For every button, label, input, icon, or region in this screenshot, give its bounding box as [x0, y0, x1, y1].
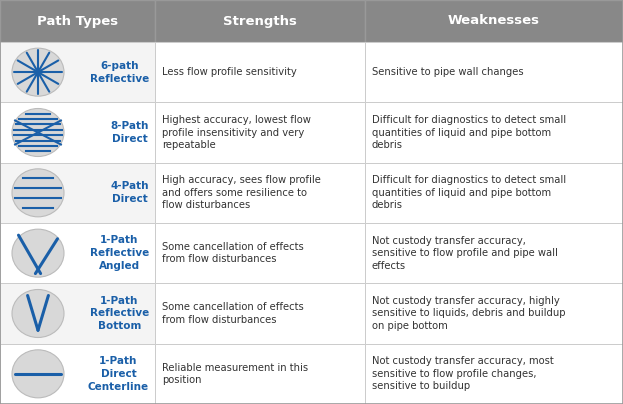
Bar [0, 344, 155, 404]
Text: Difficult for diagnostics to detect small
quantities of liquid and pipe bottom
d: Difficult for diagnostics to detect smal… [372, 175, 566, 210]
Bar [155, 102, 365, 163]
Text: Some cancellation of effects
from flow disturbances: Some cancellation of effects from flow d… [162, 242, 304, 264]
Text: Not custody transfer accuracy, most
sensitive to flow profile changes,
sensitive: Not custody transfer accuracy, most sens… [372, 356, 554, 391]
Text: Reliable measurement in this
position: Reliable measurement in this position [162, 363, 308, 385]
Ellipse shape [12, 290, 64, 337]
Text: Highest accuracy, lowest flow
profile insensitivity and very
repeatable: Highest accuracy, lowest flow profile in… [162, 115, 311, 150]
Text: Strengths: Strengths [223, 15, 297, 27]
Bar [155, 0, 365, 42]
Bar [155, 223, 365, 283]
Bar [0, 283, 155, 344]
Text: Less flow profile sensitivity: Less flow profile sensitivity [162, 67, 297, 77]
Ellipse shape [12, 169, 64, 217]
Text: 1-Path
Reflective
Angled: 1-Path Reflective Angled [90, 236, 149, 271]
Text: 8-Path
Direct: 8-Path Direct [111, 121, 149, 144]
Bar [0, 163, 155, 223]
Text: 4-Path
Direct: 4-Path Direct [110, 181, 149, 204]
Ellipse shape [12, 48, 64, 96]
Bar [155, 42, 365, 102]
Text: Not custody transfer accuracy, highly
sensitive to liquids, debris and buildup
o: Not custody transfer accuracy, highly se… [372, 296, 566, 331]
Text: Path Types: Path Types [37, 15, 118, 27]
Bar [0, 0, 155, 42]
Text: 6-path
Reflective: 6-path Reflective [90, 61, 149, 84]
Text: Difficult for diagnostics to detect small
quantities of liquid and pipe bottom
d: Difficult for diagnostics to detect smal… [372, 115, 566, 150]
Bar [365, 0, 623, 42]
Text: 1-Path
Direct
Centerline: 1-Path Direct Centerline [88, 356, 149, 391]
Ellipse shape [12, 109, 64, 156]
Bar [365, 163, 623, 223]
Text: 1-Path
Reflective
Bottom: 1-Path Reflective Bottom [90, 296, 149, 331]
Text: Not custody transfer accuracy,
sensitive to flow profile and pipe wall
effects: Not custody transfer accuracy, sensitive… [372, 236, 558, 271]
Bar [155, 163, 365, 223]
Bar [365, 283, 623, 344]
Ellipse shape [12, 350, 64, 398]
Bar [0, 102, 155, 163]
Bar [0, 42, 155, 102]
Bar [365, 344, 623, 404]
Bar [155, 283, 365, 344]
Ellipse shape [12, 229, 64, 277]
Bar [0, 223, 155, 283]
Text: Some cancellation of effects
from flow disturbances: Some cancellation of effects from flow d… [162, 302, 304, 325]
Bar [365, 223, 623, 283]
Text: Sensitive to pipe wall changes: Sensitive to pipe wall changes [372, 67, 523, 77]
Bar [365, 42, 623, 102]
Text: Weaknesses: Weaknesses [448, 15, 540, 27]
Bar [155, 344, 365, 404]
Text: High accuracy, sees flow profile
and offers some resilience to
flow disturbances: High accuracy, sees flow profile and off… [162, 175, 321, 210]
Bar [365, 102, 623, 163]
